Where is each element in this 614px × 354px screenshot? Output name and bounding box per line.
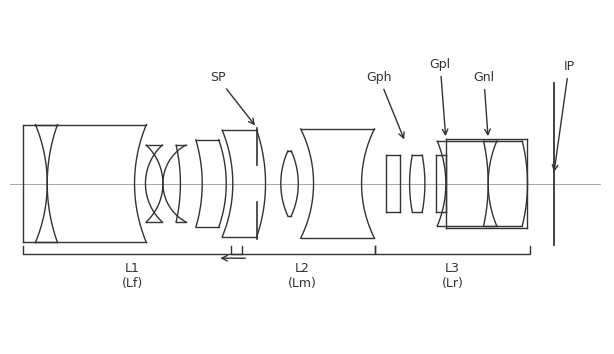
Text: L2: L2 xyxy=(295,262,310,275)
Text: (Lr): (Lr) xyxy=(441,277,464,290)
Text: (Lf): (Lf) xyxy=(122,277,143,290)
Text: SP: SP xyxy=(210,71,254,124)
Text: (Lm): (Lm) xyxy=(288,277,317,290)
Text: Gpl: Gpl xyxy=(430,58,451,135)
Text: L3: L3 xyxy=(445,262,460,275)
Text: L1: L1 xyxy=(125,262,140,275)
Text: Gph: Gph xyxy=(367,71,404,138)
Text: IP: IP xyxy=(553,60,575,171)
Text: Gnl: Gnl xyxy=(473,71,494,135)
